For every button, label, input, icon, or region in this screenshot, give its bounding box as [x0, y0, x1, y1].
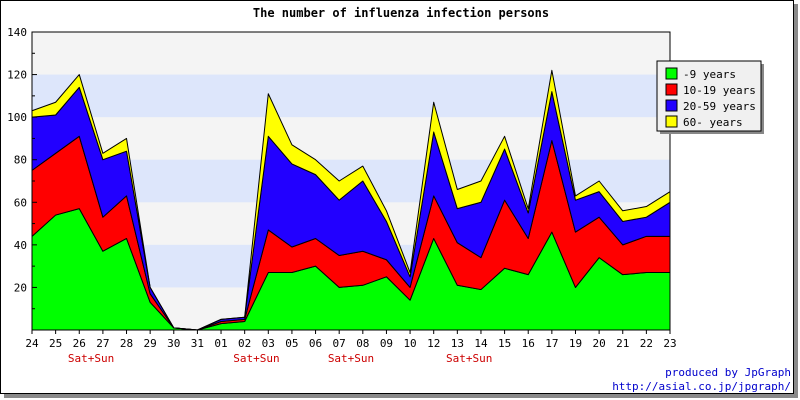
- y-axis-ticks: 20 40 60 80 100 120 140: [7, 26, 37, 331]
- grid-band: [32, 74, 670, 118]
- weekend-label: Sat+Sun: [328, 352, 374, 365]
- chart-title: The number of influenza infection person…: [253, 6, 549, 20]
- x-tick-label: 31: [191, 337, 204, 350]
- x-tick-label: 15: [498, 337, 511, 350]
- credit-line-1: produced by JpGraph: [665, 366, 791, 379]
- legend-label: 10-19 years: [683, 84, 756, 97]
- chart-frame: 20 40 60 80 100 120 140 24 25 26 27 28 29 30 31 01 02 03…: [0, 0, 794, 394]
- x-tick-label: 06: [309, 337, 322, 350]
- x-tick-label: 30: [167, 337, 180, 350]
- weekend-labels: Sat+Sun Sat+Sun Sat+Sun Sat+Sun: [68, 352, 492, 365]
- credit-line-2[interactable]: http://asial.co.jp/jpgraph/: [612, 380, 791, 393]
- x-tick-label: 29: [144, 337, 157, 350]
- x-tick-label: 10: [403, 337, 416, 350]
- y-tick-label: 120: [7, 69, 27, 82]
- y-tick-label: 40: [14, 239, 27, 252]
- x-tick-label: 17: [545, 337, 558, 350]
- y-tick-label: 60: [14, 196, 27, 209]
- chart: 20 40 60 80 100 120 140 24 25 26 27 28 29 30 31 01 02 03…: [7, 6, 791, 393]
- x-tick-label: 24: [25, 337, 39, 350]
- legend-swatch: [665, 67, 678, 80]
- x-tick-label: 08: [356, 337, 369, 350]
- weekend-label: Sat+Sun: [446, 352, 492, 365]
- x-tick-label: 23: [663, 337, 676, 350]
- x-tick-label: 12: [427, 337, 440, 350]
- legend-label: 20-59 years: [683, 100, 756, 113]
- x-tick-label: 20: [592, 337, 605, 350]
- weekend-label: Sat+Sun: [68, 352, 114, 365]
- x-tick-label: 09: [380, 337, 393, 350]
- x-tick-label: 07: [333, 337, 346, 350]
- x-tick-label: 13: [451, 337, 464, 350]
- x-tick-label: 22: [640, 337, 653, 350]
- x-tick-label: 14: [474, 337, 488, 350]
- x-tick-label: 28: [120, 337, 133, 350]
- x-tick-label: 01: [214, 337, 227, 350]
- x-tick-label: 02: [238, 337, 251, 350]
- legend: -9 years 10-19 years 20-59 years 60- years: [656, 60, 764, 134]
- y-tick-label: 100: [7, 111, 27, 124]
- legend-swatch: [665, 115, 678, 128]
- x-tick-label: 19: [569, 337, 582, 350]
- x-axis-ticks: 24 25 26 27 28 29 30 31 01 02 03 05 06 07 08 09 10 12 13 14…: [25, 330, 677, 350]
- x-tick-label: 26: [73, 337, 86, 350]
- legend-swatch: [665, 83, 678, 96]
- x-tick-label: 25: [49, 337, 62, 350]
- y-tick-label: 20: [14, 281, 27, 294]
- weekend-label: Sat+Sun: [233, 352, 279, 365]
- x-tick-label: 27: [96, 337, 109, 350]
- x-tick-label: 21: [616, 337, 629, 350]
- legend-label: -9 years: [683, 68, 736, 81]
- x-tick-label: 05: [285, 337, 298, 350]
- y-tick-label: 140: [7, 26, 27, 39]
- y-tick-label: 80: [14, 154, 27, 167]
- x-tick-label: 16: [522, 337, 535, 350]
- legend-label: 60- years: [683, 116, 743, 129]
- x-tick-label: 03: [262, 337, 275, 350]
- legend-swatch: [665, 99, 678, 112]
